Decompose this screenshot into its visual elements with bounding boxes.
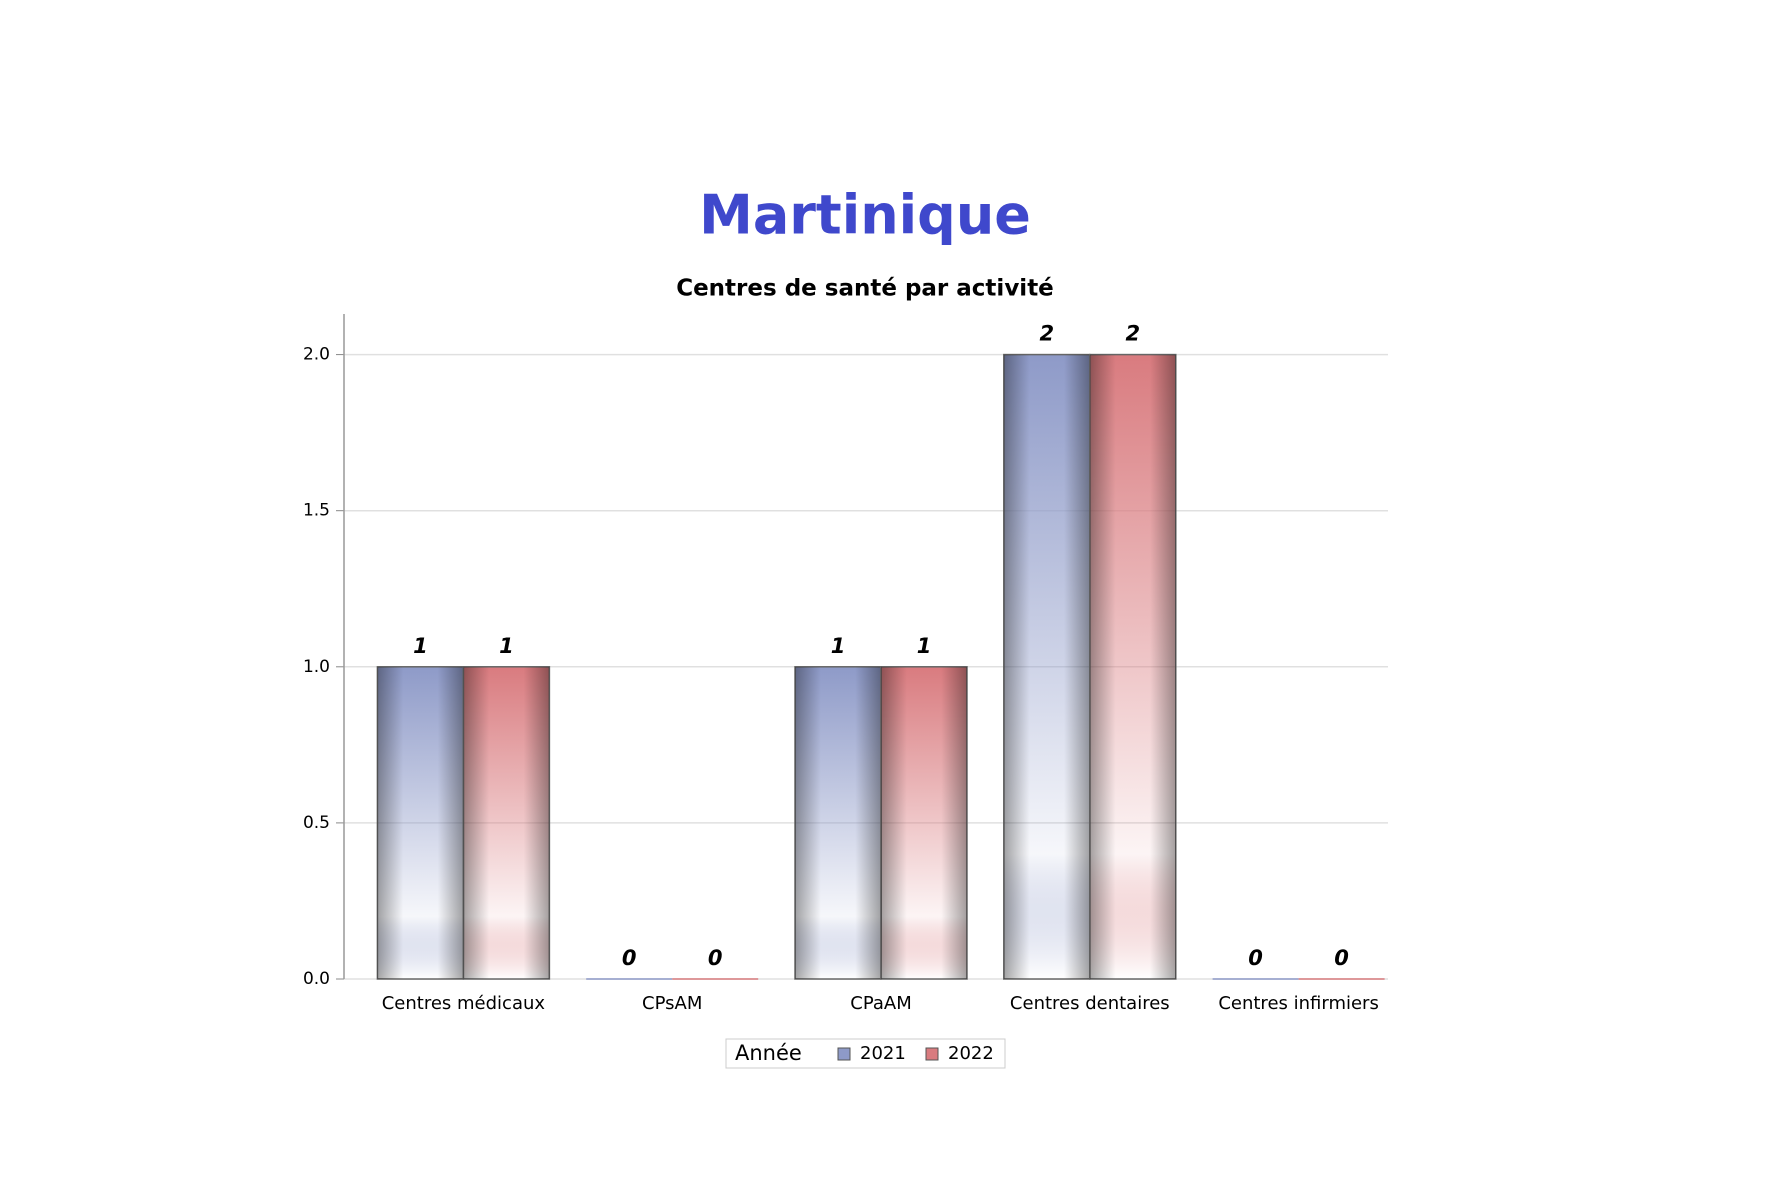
value-label: 0 [1334, 946, 1349, 970]
chart-title: Martinique [699, 184, 1031, 247]
legend-label: 2021 [860, 1043, 906, 1064]
y-tick-label: 2.0 [303, 345, 330, 365]
value-label: 1 [831, 634, 846, 658]
bar-shade [881, 666, 967, 979]
value-label: 2 [1039, 322, 1054, 346]
x-tick-label: Centres dentaires [1010, 993, 1170, 1014]
value-label: 2 [1125, 322, 1140, 346]
legend-box [725, 1038, 1006, 1069]
bar-shade [377, 666, 464, 979]
value-label: 1 [413, 634, 428, 658]
legend-swatch [925, 1047, 939, 1061]
x-tick-label: Centres médicaux [382, 993, 546, 1014]
value-label: 0 [708, 946, 723, 970]
bar-shade [1089, 354, 1176, 979]
value-label: 0 [622, 946, 637, 970]
bar-shade [463, 666, 550, 979]
x-tick-label: Centres infirmiers [1218, 993, 1379, 1014]
y-tick-label: 0.0 [303, 969, 330, 989]
y-tick-label: 1.5 [303, 501, 330, 521]
x-tick-label: CPsAM [642, 993, 702, 1014]
x-tick-label: CPaAM [850, 993, 912, 1014]
legend-swatch [837, 1047, 851, 1061]
value-label: 0 [1248, 946, 1263, 970]
chart-subtitle: Centres de santé par activité [676, 276, 1054, 302]
y-tick-label: 0.5 [303, 813, 330, 833]
legend-label: 2022 [948, 1043, 994, 1064]
legend-title: Année [735, 1041, 802, 1065]
value-label: 1 [917, 634, 932, 658]
y-tick-label: 1.0 [303, 657, 330, 677]
bar-shade [1003, 354, 1090, 979]
value-label: 1 [499, 634, 514, 658]
bar-shade [795, 666, 881, 979]
